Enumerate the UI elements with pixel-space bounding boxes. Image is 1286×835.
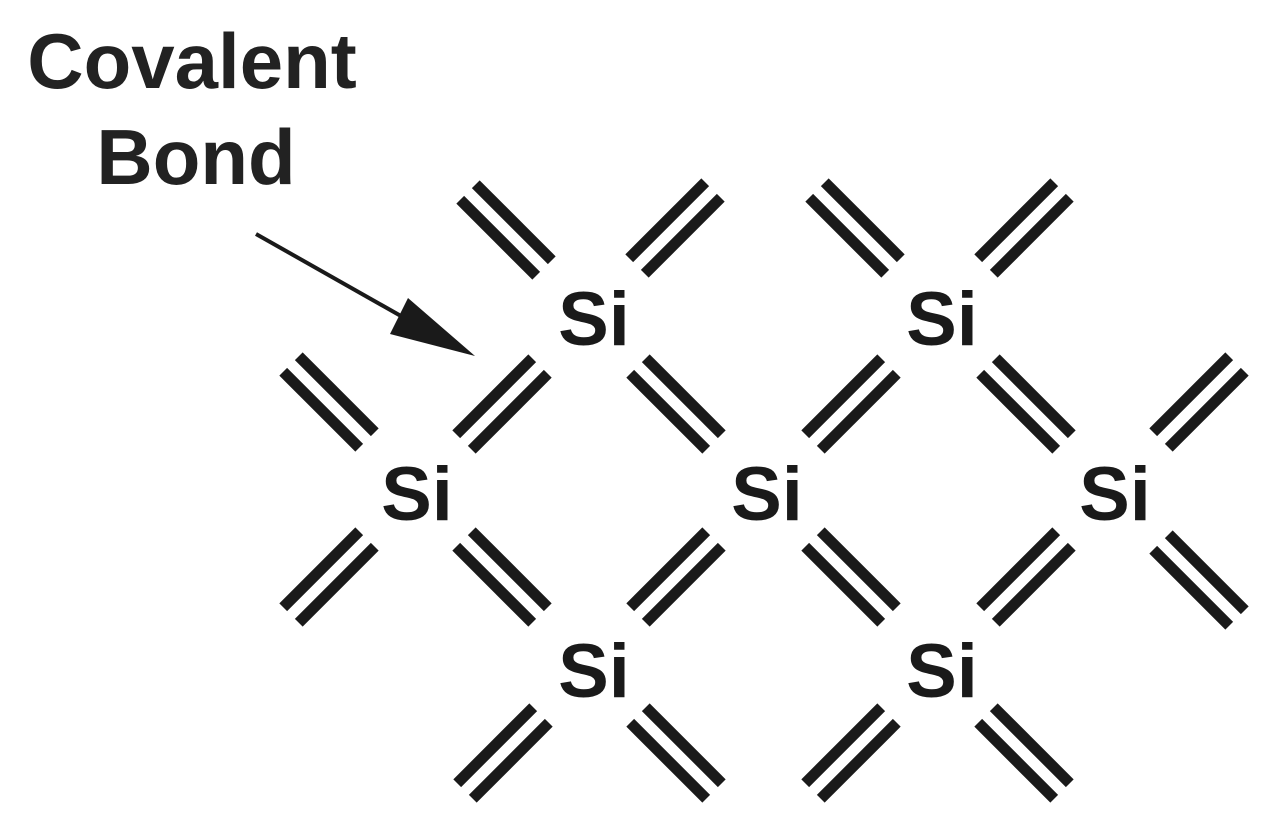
bond-stroke-1 [801,703,886,788]
bond-stroke-1 [991,354,1076,439]
covalent-bond-middle-left-outer-nw [279,352,379,452]
covalent-bond-top-left-to-middle-center [626,354,726,454]
covalent-bond-middle-left-outer-sw [279,527,379,627]
bond-stroke-2 [989,193,1074,278]
bond-stroke-2 [816,369,901,454]
bond-stroke-2 [801,542,886,627]
bond-stroke-1 [279,527,364,612]
atom-si-middle-left: Si [381,452,453,537]
covalent-bond-top-right-to-middle-center [801,354,901,454]
bond-stroke-1 [641,354,726,439]
covalent-bond-bottom-right-outer-sw [801,703,901,803]
bond-stroke-1 [1164,530,1249,615]
bond-stroke-2 [805,193,890,278]
bond-stroke-2 [626,369,711,454]
arrow-shaft [255,232,409,322]
atom-si-top-right: Si [906,277,978,362]
atom-si-middle-right: Si [1079,452,1151,537]
covalent-bond-middle-right-outer-ne [1149,352,1249,452]
bond-stroke-1 [641,703,726,788]
covalent-bond-middle-right-outer-se [1149,530,1249,630]
bond-stroke-1 [816,527,901,612]
covalent-bond-bottom-left-outer-se [626,703,726,803]
bond-pointer-arrow [255,232,475,356]
atom-si-bottom-right: Si [906,629,978,714]
bond-stroke-1 [452,354,537,439]
bond-stroke-2 [974,718,1059,803]
bond-stroke-2 [1149,545,1234,630]
bond-stroke-2 [456,195,541,280]
bond-stroke-1 [294,352,379,437]
atom-si-top-left: Si [558,277,630,362]
bond-stroke-2 [279,367,364,452]
covalent-bond-top-right-outer-ne [974,178,1074,278]
bond-stroke-1 [989,703,1074,788]
covalent-bond-middle-center-to-bottom-right [801,527,901,627]
bond-stroke-1 [974,178,1059,263]
bond-stroke-1 [453,703,538,788]
bond-layer [279,178,1249,803]
bond-stroke-1 [467,527,552,612]
bond-stroke-2 [294,542,379,627]
bond-stroke-1 [471,180,556,265]
bond-stroke-2 [452,542,537,627]
label-line-covalent: Covalent [27,17,356,105]
covalent-bond-bottom-right-outer-se [974,703,1074,803]
covalent-bond-middle-right-to-bottom-right [976,527,1076,627]
covalent-bond-top-left-to-middle-left [452,354,552,454]
label-line-bond: Bond [96,113,295,201]
atom-si-bottom-left: Si [558,629,630,714]
bond-stroke-2 [640,193,725,278]
arrow-head [390,298,475,356]
bond-stroke-2 [468,718,553,803]
bond-stroke-1 [801,354,886,439]
covalent-bond-top-right-to-middle-right [976,354,1076,454]
bond-stroke-2 [816,718,901,803]
bond-stroke-2 [1164,367,1249,452]
bond-stroke-2 [991,542,1076,627]
covalent-bond-middle-left-to-bottom-left [452,527,552,627]
bond-stroke-1 [820,178,905,263]
covalent-bond-bottom-left-outer-sw [453,703,553,803]
covalent-bond-top-left-outer-nw [456,180,556,280]
bond-stroke-2 [467,369,552,454]
bond-stroke-2 [641,542,726,627]
bond-stroke-2 [626,718,711,803]
covalent-bond-top-right-outer-nw [805,178,905,278]
bond-stroke-1 [1149,352,1234,437]
atom-layer: Si Si Si Si Si Si Si [381,277,1151,714]
bond-stroke-1 [625,178,710,263]
bond-stroke-1 [626,527,711,612]
atom-si-middle-center: Si [731,452,803,537]
bond-stroke-2 [976,369,1061,454]
bond-stroke-1 [976,527,1061,612]
covalent-bond-top-left-outer-ne [625,178,725,278]
covalent-bond-middle-center-to-bottom-left [626,527,726,627]
